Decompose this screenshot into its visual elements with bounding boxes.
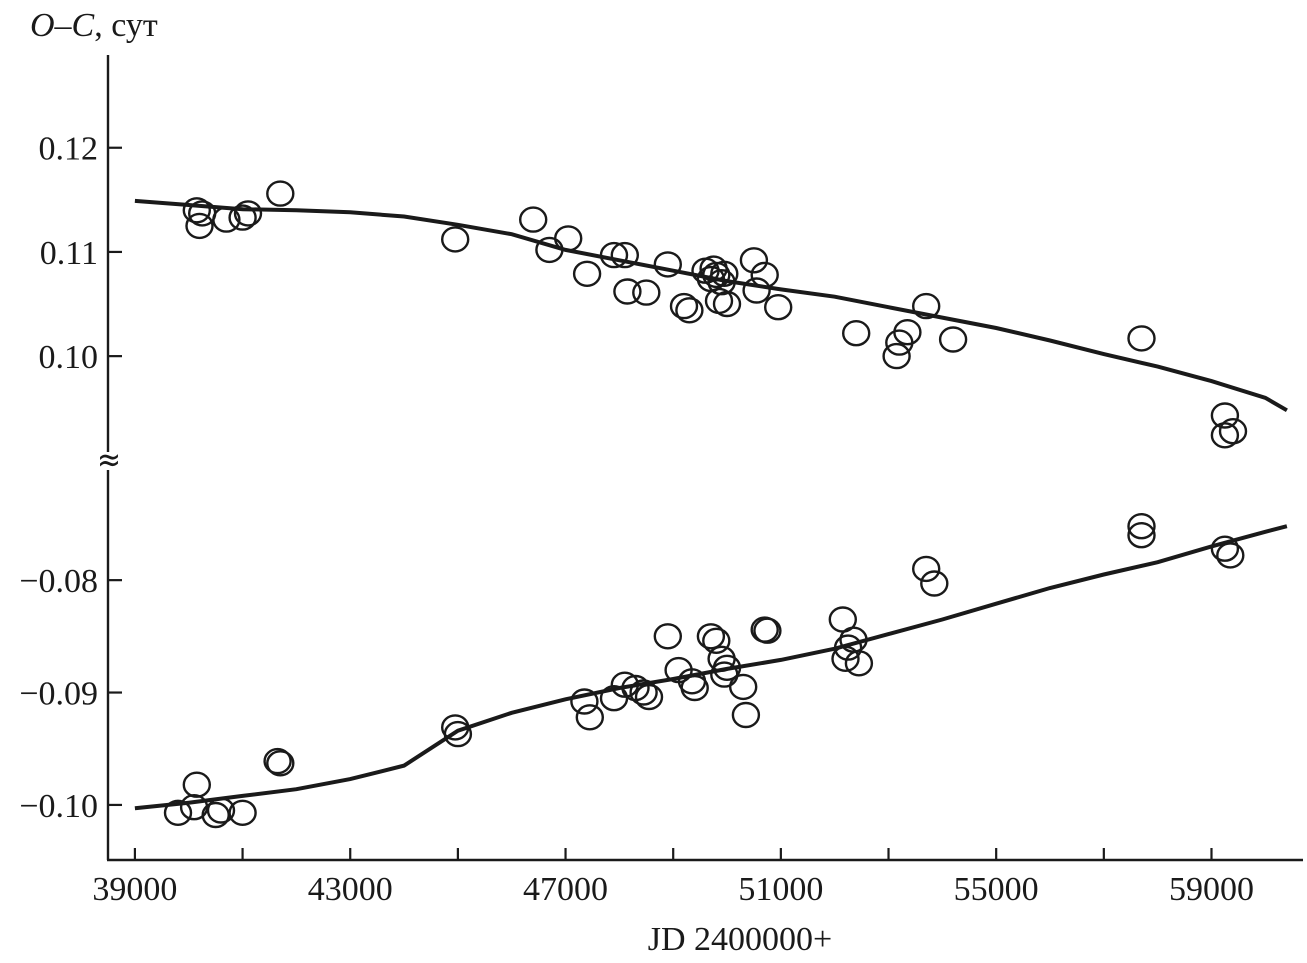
data-point-lower — [163, 799, 193, 826]
data-point-lower — [833, 634, 863, 661]
data-point-upper — [893, 319, 922, 346]
y-tick-label-upper: 0.12 — [39, 131, 99, 168]
y-axis-title-symbol: O–C — [30, 7, 95, 44]
data-point-lower — [1216, 542, 1245, 569]
data-point-lower — [575, 704, 604, 731]
data-point-lower — [263, 747, 292, 775]
data-point-lower — [729, 673, 758, 701]
data-point-lower — [912, 555, 941, 583]
data-point-lower — [1127, 513, 1156, 540]
data-point-lower — [753, 617, 782, 644]
data-point-lower — [1210, 535, 1240, 562]
x-tick-label: 39000 — [92, 871, 177, 908]
x-tick-label: 51000 — [738, 871, 823, 908]
data-point-lower — [629, 679, 658, 706]
data-point-lower — [443, 720, 473, 748]
y-tick-label-upper: 0.10 — [39, 339, 99, 376]
data-point-upper — [739, 247, 769, 274]
data-point-upper — [572, 260, 602, 287]
x-tick-label: 43000 — [308, 871, 393, 908]
y-tick-label-upper: 0.11 — [40, 235, 98, 272]
axes: ≈ — [97, 55, 1303, 862]
data-point-upper — [842, 320, 871, 347]
data-point-lower — [610, 671, 639, 698]
y-ticks: 0.10 0.11 0.12 −0.10 −0.09 −0.08 — [19, 131, 122, 825]
data-point-upper — [610, 241, 639, 269]
y-axis-title-unit: , сут — [94, 7, 158, 44]
data-point-upper — [212, 206, 241, 233]
data-point-upper — [675, 297, 704, 324]
data-point-lower — [201, 801, 230, 829]
data-point-lower — [831, 645, 860, 672]
data-point-lower — [702, 627, 731, 654]
data-point-lower — [712, 654, 742, 681]
data-point-upper — [653, 251, 682, 278]
y-axis-title: O–C, сут — [30, 7, 158, 44]
data-point-lower — [634, 683, 664, 711]
data-point-lower — [206, 797, 236, 824]
y-tick-label-lower: −0.09 — [19, 676, 98, 713]
data-point-upper — [1127, 325, 1156, 352]
data-point-upper — [742, 277, 771, 304]
data-point-upper — [712, 290, 742, 318]
data-point-lower — [844, 650, 874, 677]
data-point-upper — [613, 278, 642, 305]
data-point-lower — [680, 674, 709, 702]
data-point-lower — [1127, 522, 1156, 549]
data-point-upper — [912, 292, 941, 320]
data-point-upper — [554, 225, 583, 252]
data-point-lower — [570, 688, 599, 715]
data-point-upper — [710, 260, 739, 287]
data-point-upper — [632, 279, 661, 306]
data-point-upper — [669, 292, 699, 320]
data-point-upper — [882, 342, 911, 370]
data-point-upper — [182, 197, 212, 224]
data-point-lower — [920, 570, 949, 597]
data-point-upper — [1210, 402, 1240, 429]
y-tick-label-lower: −0.10 — [19, 788, 98, 825]
data-point-upper — [599, 241, 629, 269]
data-point-upper — [750, 261, 779, 289]
data-point-upper — [764, 294, 793, 321]
data-point-lower — [266, 750, 295, 777]
data-point-upper — [185, 212, 214, 240]
x-tick-label: 59000 — [1169, 871, 1254, 908]
data-point-lower — [696, 623, 726, 650]
data-point-upper — [266, 180, 295, 207]
data-point-upper — [228, 204, 257, 231]
fit-curve-upper — [134, 198, 1288, 413]
data-point-upper — [233, 200, 263, 227]
y-tick-label-lower: −0.08 — [19, 563, 98, 600]
data-point-lower — [707, 645, 736, 672]
data-point-upper — [441, 226, 470, 253]
data-point-lower — [228, 799, 257, 826]
x-tick-label: 55000 — [954, 871, 1039, 908]
x-axis-title: JD 2400000+ — [648, 921, 832, 958]
data-markers — [163, 180, 1248, 829]
x-ticks: 39000 43000 47000 51000 55000 59000 — [92, 848, 1254, 908]
data-point-upper — [1218, 418, 1248, 445]
data-point-upper — [938, 326, 968, 353]
axis-break-mark: ≈ — [97, 440, 121, 480]
data-point-lower — [182, 771, 212, 798]
data-point-upper — [519, 206, 548, 233]
x-tick-label: 47000 — [523, 871, 608, 908]
data-point-lower — [731, 701, 761, 729]
data-point-lower — [653, 623, 682, 650]
